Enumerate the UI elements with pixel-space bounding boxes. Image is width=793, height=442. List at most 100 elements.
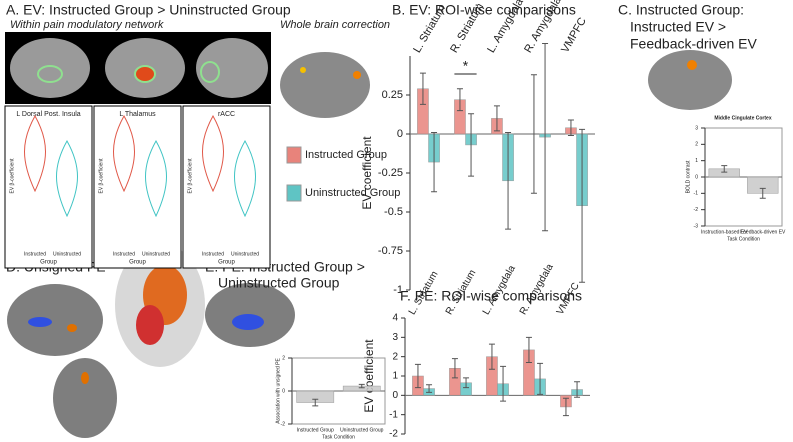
error-bar	[530, 74, 537, 194]
error-bar	[488, 343, 495, 370]
y-axis-label: Association with unsigned PE	[275, 358, 281, 424]
y-tick-label: 0	[695, 174, 698, 180]
error-bar	[759, 187, 766, 199]
violin-ylabel: EV β-coefficient	[98, 158, 104, 194]
error-bar	[574, 381, 581, 398]
violin-title: L Thalamus	[119, 111, 156, 118]
brain-image	[7, 284, 103, 356]
brain-image	[10, 38, 90, 98]
violin-panel	[182, 105, 271, 269]
error-bar	[463, 377, 470, 389]
category-label: Feedback-driven EV	[740, 229, 786, 235]
category-label: Uninstructed Group	[340, 427, 384, 433]
violin	[145, 139, 167, 218]
error-bar	[493, 105, 500, 132]
error-bar	[312, 398, 319, 407]
violin-xlabel: Group	[218, 260, 235, 266]
error-bar	[456, 88, 463, 112]
y-tick-label: 4	[392, 313, 398, 324]
y-tick-label: 2	[282, 355, 285, 361]
y-tick-label: -1	[393, 284, 403, 296]
violin-xlabel: Group	[40, 260, 57, 266]
error-bar	[537, 362, 544, 395]
y-tick-label: 3	[695, 125, 698, 131]
panel-subtitle: Whole brain correction	[280, 19, 390, 31]
panel-title: Feedback-driven EV	[630, 36, 758, 52]
error-bar	[721, 165, 728, 173]
y-tick-label: 0	[397, 128, 403, 140]
violin-xtick: Instructed	[24, 251, 46, 257]
brain-image	[648, 50, 732, 110]
y-tick-label: -1	[694, 191, 699, 197]
x-axis-label: Task Condition	[727, 236, 760, 242]
violin	[24, 114, 46, 193]
chart-title: F. PE: ROI-wise comparisons	[400, 288, 582, 304]
significance-label: *	[463, 58, 469, 74]
violin	[56, 139, 78, 218]
error-bar	[419, 72, 426, 105]
error-bar	[542, 43, 549, 232]
error-bar	[426, 384, 433, 393]
activation	[136, 305, 164, 345]
y-tick-label: -0.5	[384, 206, 403, 218]
chart-title: B. EV: ROI-wise comparisons	[392, 2, 576, 18]
y-tick-label: 2	[392, 351, 398, 362]
y-tick-label: -3	[694, 223, 699, 229]
legend-swatch	[286, 146, 302, 164]
activation	[687, 60, 697, 70]
panel-title: Uninstructed Group	[218, 275, 340, 291]
legend-label: Instructed Group	[305, 149, 387, 161]
y-tick-label: -1	[389, 409, 398, 420]
panel-title: Instructed EV >	[630, 19, 726, 35]
y-tick-label: 3	[392, 332, 398, 343]
y-tick-label: 1	[392, 371, 398, 382]
category-label: VMPFC	[559, 16, 589, 55]
roi-outline	[37, 65, 63, 83]
error-bar	[562, 397, 569, 417]
legend-swatch	[286, 184, 302, 202]
y-tick-label: -0.75	[378, 245, 403, 257]
error-bar	[505, 131, 512, 230]
y-tick-label: 2	[695, 142, 698, 148]
error-bar	[525, 336, 532, 363]
activation	[67, 324, 77, 332]
error-bar	[358, 383, 365, 389]
violin	[234, 139, 256, 218]
violin-xtick: Uninstructed	[231, 251, 259, 257]
y-tick-label: 0.25	[382, 89, 403, 101]
violin-xtick: Uninstructed	[142, 251, 170, 257]
y-tick-label: -2	[281, 421, 286, 427]
panel-subtitle: Within pain modulatory network	[10, 19, 164, 31]
activation	[28, 317, 52, 327]
y-axis-label: EV coefficient	[360, 136, 374, 210]
y-tick-label: 0	[392, 390, 398, 401]
violin-panel	[4, 105, 93, 269]
error-bar	[451, 358, 458, 379]
roi-outline	[200, 61, 220, 83]
y-axis-label: EV coefficient	[362, 339, 376, 413]
roi-outline	[134, 65, 156, 83]
violin	[202, 114, 224, 193]
activation	[81, 372, 89, 384]
y-tick-label: 1	[695, 158, 698, 164]
violin	[113, 114, 135, 193]
brain-image	[280, 52, 370, 118]
violin-ylabel: EV β-coefficient	[9, 158, 15, 194]
legend-label: Uninstructed Group	[305, 187, 400, 199]
error-bar	[414, 363, 421, 389]
violin-xtick: Uninstructed	[53, 251, 81, 257]
panel-title: C. Instructed Group:	[618, 2, 744, 18]
error-bar	[431, 131, 438, 193]
brain-image	[53, 358, 117, 438]
violin-ylabel: EV β-coefficient	[187, 158, 193, 194]
violin-xlabel: Group	[129, 260, 146, 266]
activation	[300, 67, 306, 73]
violin-title: L Dorsal Post. Insula	[16, 111, 80, 118]
error-bar	[500, 365, 507, 402]
violin-panel	[93, 105, 182, 269]
category-label: Instruction-based EV	[701, 229, 748, 235]
y-axis-label: BOLD contrast	[685, 160, 691, 193]
activation	[353, 71, 361, 79]
category-label: Instructed Group	[297, 427, 334, 433]
x-axis-label: Task Condition	[322, 434, 355, 440]
